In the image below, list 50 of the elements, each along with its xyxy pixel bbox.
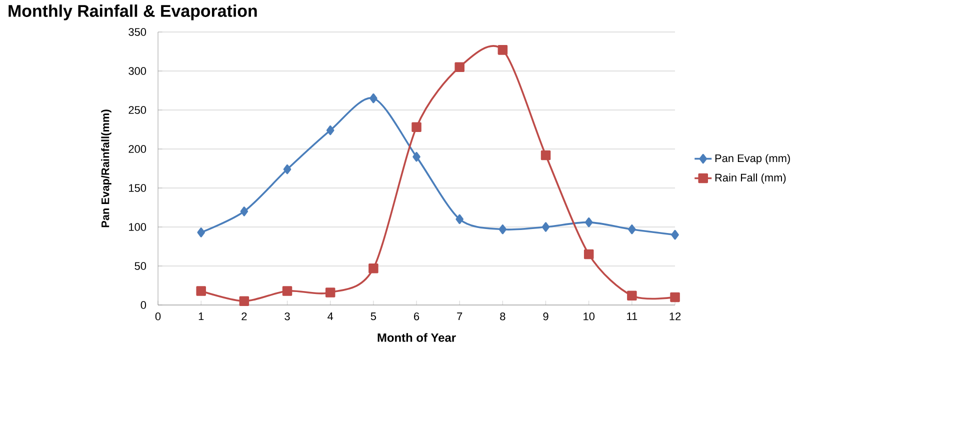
point xyxy=(368,263,378,274)
point xyxy=(282,286,292,296)
x-tick-label: 5 xyxy=(370,312,376,320)
point xyxy=(670,292,680,302)
legend-label: Pan Evap (mm) xyxy=(715,154,790,164)
point xyxy=(370,93,378,104)
point xyxy=(628,224,636,234)
point xyxy=(498,45,508,55)
legend-label: Rain Fall (mm) xyxy=(715,173,786,184)
x-tick-label: 12 xyxy=(670,312,681,320)
point xyxy=(239,296,250,306)
point xyxy=(326,125,334,136)
y-tick-label: 250 xyxy=(128,106,146,114)
point xyxy=(671,230,679,240)
y-tick-label: 50 xyxy=(134,262,146,270)
x-tick-label: 6 xyxy=(414,312,420,320)
y-tick-label: 100 xyxy=(129,223,146,231)
chart-title: Monthly Rainfall & Evaporation xyxy=(8,4,257,20)
point xyxy=(412,122,422,132)
x-tick-label: 10 xyxy=(584,312,594,320)
point xyxy=(454,62,464,72)
y-axis-title: Pan Evap/Rainfall(mm) xyxy=(101,110,112,228)
y-tick-label: 150 xyxy=(129,184,146,192)
x-tick-label: 1 xyxy=(198,312,204,320)
point xyxy=(240,206,248,216)
x-tick-label: 3 xyxy=(284,312,290,320)
point xyxy=(584,217,593,228)
x-tick-label: 8 xyxy=(500,312,506,320)
y-tick-label: 300 xyxy=(128,67,146,75)
x-tick-label: 0 xyxy=(155,312,161,320)
x-tick-label: 11 xyxy=(627,312,638,320)
point xyxy=(283,164,292,174)
point xyxy=(584,249,594,260)
point xyxy=(197,228,205,238)
point xyxy=(627,290,637,301)
point xyxy=(540,150,551,160)
y-tick-label: 350 xyxy=(128,28,146,36)
x-tick-label: 2 xyxy=(242,312,247,320)
x-tick-label: 9 xyxy=(543,312,548,320)
point xyxy=(412,152,420,162)
point xyxy=(498,224,507,234)
point xyxy=(542,222,550,232)
y-tick-label: 200 xyxy=(128,145,146,153)
x-tick-label: 4 xyxy=(328,312,334,320)
y-tick-label: 0 xyxy=(140,301,146,309)
x-tick-label: 7 xyxy=(457,312,462,320)
point xyxy=(196,286,206,296)
x-axis-title: Month of Year xyxy=(378,333,456,342)
point xyxy=(456,214,464,224)
point xyxy=(325,288,336,298)
